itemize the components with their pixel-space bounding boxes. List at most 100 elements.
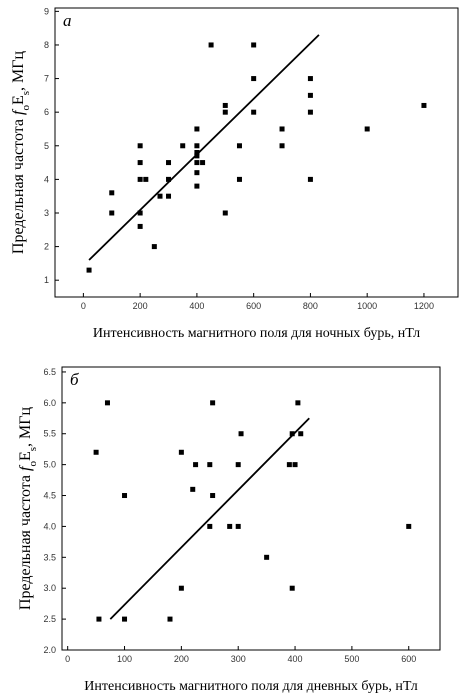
data-point	[178, 449, 184, 455]
data-point	[307, 176, 313, 182]
y-axis-label-part: E	[10, 95, 27, 105]
y-axis-label-part: Предельная частота	[17, 471, 34, 610]
data-point	[194, 153, 200, 159]
data-point	[236, 143, 242, 149]
y-tick-label: 4	[44, 174, 49, 184]
data-point	[166, 176, 172, 182]
data-point	[279, 126, 285, 132]
plot-frame	[54, 7, 459, 298]
y-tick-label: 3	[44, 208, 49, 218]
x-tick-label: 200	[174, 654, 189, 664]
y-tick-label: 5.5	[43, 429, 56, 439]
data-point	[307, 76, 313, 82]
data-point	[137, 143, 143, 149]
data-point	[295, 400, 301, 406]
y-tick-label: 5.0	[43, 460, 56, 470]
data-point	[178, 585, 184, 591]
data-point	[222, 102, 228, 108]
data-point	[292, 462, 298, 468]
y-tick-label: 7	[44, 74, 49, 84]
y-tick-label: 4.5	[43, 491, 56, 501]
fit-line	[109, 417, 310, 620]
data-point	[421, 102, 427, 108]
data-point	[289, 431, 295, 437]
data-point	[236, 176, 242, 182]
x-tick-label: 0	[81, 301, 86, 311]
data-point	[279, 143, 285, 149]
y-tick-label: 3.5	[43, 552, 56, 562]
y-axis-label-part: Предельная частота	[10, 115, 27, 254]
x-tick-label: 600	[401, 654, 416, 664]
data-point	[235, 523, 241, 529]
y-axis-label: Предельная частота foEs, МГц	[10, 50, 32, 254]
data-point	[137, 210, 143, 216]
data-point	[104, 400, 110, 406]
x-tick-label: 1200	[414, 301, 434, 311]
y-tick-label: 3.0	[43, 583, 56, 593]
data-point	[264, 554, 270, 560]
data-point	[251, 109, 257, 115]
data-point	[193, 462, 199, 468]
data-point	[222, 109, 228, 115]
plot-frame	[61, 366, 441, 651]
data-point	[207, 462, 213, 468]
data-point	[109, 190, 115, 196]
x-axis-label: Интенсивность магнитного поля для ночных…	[93, 326, 420, 341]
x-tick-label: 600	[246, 301, 261, 311]
y-tick-label: 5	[44, 141, 49, 151]
data-point	[109, 210, 115, 216]
data-point	[180, 143, 186, 149]
data-point	[143, 176, 149, 182]
x-tick-label: 1000	[357, 301, 377, 311]
data-point	[200, 160, 206, 166]
x-tick-label: 800	[303, 301, 318, 311]
data-point	[238, 431, 244, 437]
data-point	[208, 42, 214, 48]
data-point	[227, 523, 233, 529]
x-axis-label: Интенсивность магнитного поля для дневны…	[84, 679, 417, 694]
data-point	[194, 183, 200, 189]
x-tick-label: 200	[133, 301, 148, 311]
data-point	[122, 493, 128, 499]
y-tick-label: 2.0	[43, 645, 56, 655]
y-tick-label: 6.5	[43, 367, 56, 377]
data-point	[166, 193, 172, 199]
y-axis-label-part: E	[17, 451, 34, 461]
data-point	[286, 462, 292, 468]
y-tick-label: 9	[44, 6, 49, 16]
data-point	[210, 493, 216, 499]
data-point	[406, 523, 412, 529]
data-point	[96, 616, 102, 622]
data-point	[194, 170, 200, 176]
y-tick-label: 2	[44, 242, 49, 252]
x-tick-label: 400	[288, 654, 303, 664]
data-point	[298, 431, 304, 437]
data-point	[151, 244, 157, 250]
data-point	[194, 143, 200, 149]
y-tick-label: 8	[44, 40, 49, 50]
data-point	[194, 160, 200, 166]
data-point	[86, 267, 92, 273]
y-axis-label-part: , МГц	[17, 406, 34, 446]
y-axis-label-part: , МГц	[10, 50, 27, 90]
data-point	[137, 160, 143, 166]
data-point	[194, 126, 200, 132]
y-tick-label: 4.0	[43, 521, 56, 531]
panel-label: б	[70, 370, 79, 389]
x-tick-label: 400	[189, 301, 204, 311]
y-tick-label: 1	[44, 275, 49, 285]
data-point	[167, 616, 173, 622]
y-axis-label-part: f	[10, 108, 27, 115]
x-tick-label: 100	[117, 654, 132, 664]
data-point	[137, 176, 143, 182]
data-point	[289, 585, 295, 591]
data-point	[364, 126, 370, 132]
y-tick-label: 6.0	[43, 398, 56, 408]
data-point	[93, 449, 99, 455]
data-point	[210, 400, 216, 406]
data-point	[122, 616, 128, 622]
y-axis-label-part: o	[27, 461, 39, 467]
data-point	[251, 76, 257, 82]
data-point	[307, 92, 313, 98]
